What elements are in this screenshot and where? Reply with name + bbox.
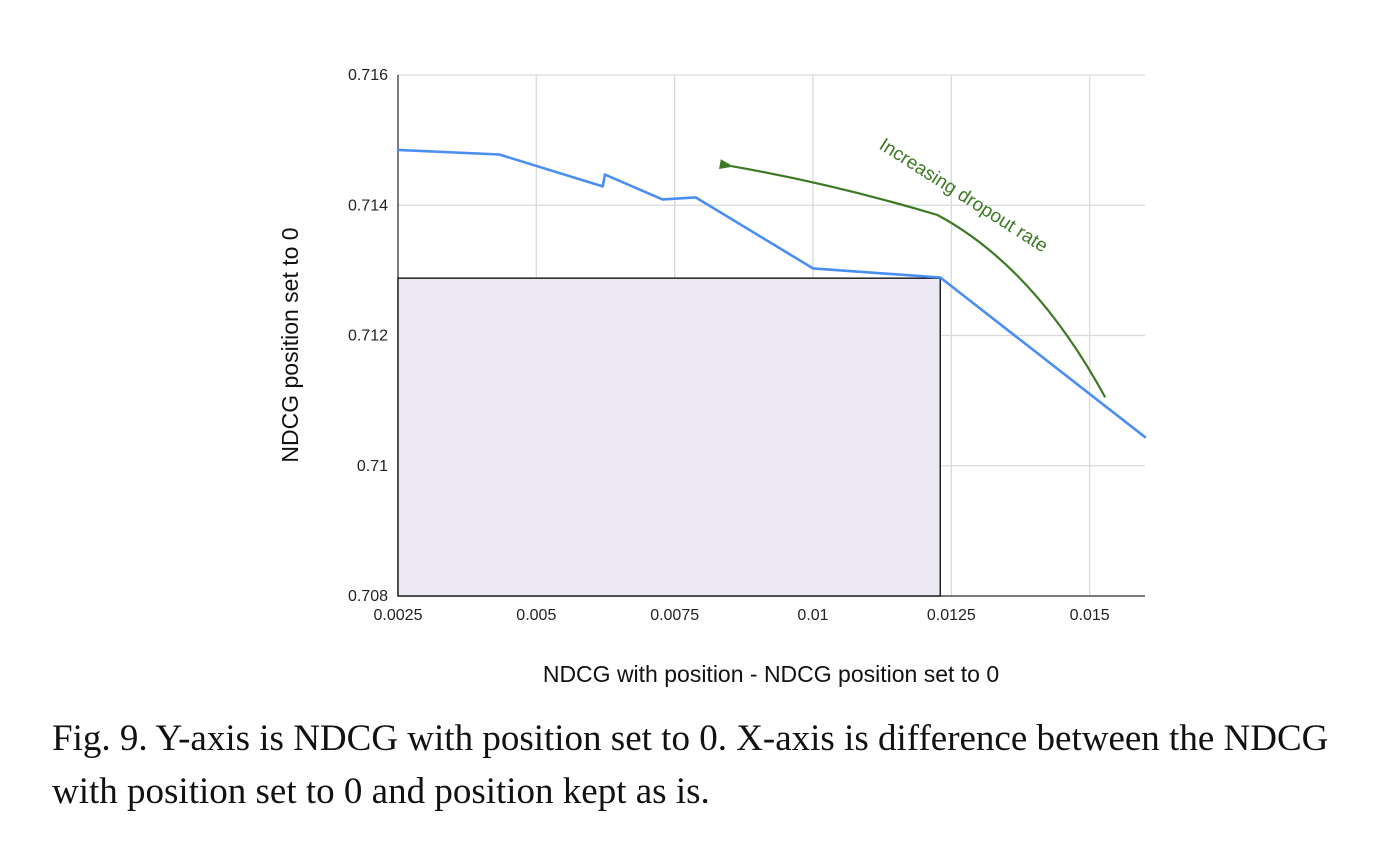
y-tick-label: 0.71	[357, 458, 388, 475]
series-layer	[396, 148, 1147, 439]
figure-caption: Fig. 9. Y-axis is NDCG with position set…	[52, 718, 1329, 812]
highlight-region-layer	[397, 277, 942, 597]
line-chart-svg: Increasing dropout rate 0.7080.710.7120.…	[277, 67, 1147, 687]
x-tick-label: 0.015	[1070, 607, 1110, 624]
x-tick-label: 0.005	[516, 607, 556, 624]
y-tick-label: 0.708	[348, 588, 388, 605]
x-tick-label: 0.0025	[374, 607, 423, 624]
highlight-region	[397, 277, 942, 597]
y-tick-label: 0.716	[348, 67, 388, 84]
x-tick-label: 0.0125	[927, 607, 976, 624]
series-line	[396, 148, 1147, 439]
y-tick-label: 0.714	[348, 197, 388, 214]
tick-labels: 0.708 0.71 0.712 0.714 0.716 0.0025 0.005 0.007…	[348, 67, 1110, 624]
dropout-arrow	[719, 159, 1107, 398]
chart: Increasing dropout rate 0.708 0.71 0.712 0.…	[277, 67, 1147, 687]
x-tick-label: 0.0075	[650, 607, 699, 624]
x-axis-title: NDCG with position - NDCG position set t…	[543, 661, 999, 687]
y-tick-label: 0.712	[348, 328, 388, 345]
annotation-label: Increasing dropout rate	[875, 135, 1051, 258]
x-tick-label: 0.01	[797, 607, 828, 624]
y-axis-title: NDCG position set to 0	[277, 227, 303, 462]
